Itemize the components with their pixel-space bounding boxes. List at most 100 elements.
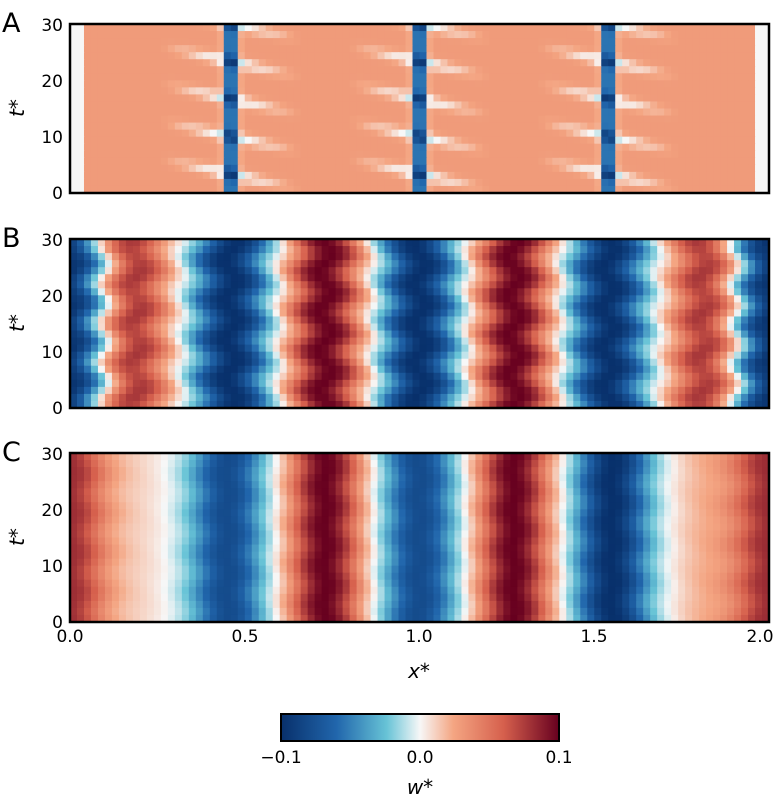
panel-b-cell (223, 267, 232, 275)
panel-b-cell (139, 246, 148, 254)
panel-b-cell (251, 302, 260, 311)
panel-b-cell (587, 393, 595, 402)
panel-a-cell (671, 108, 679, 117)
panel-b-cell (97, 253, 106, 261)
panel-b-cell (230, 358, 239, 367)
panel-b-cell (342, 400, 351, 408)
panel-b-cell (398, 253, 407, 261)
panel-a-cell (356, 108, 365, 117)
panel-b-cell (391, 400, 400, 408)
panel-a-cell (580, 136, 588, 145)
panel-b-cell (510, 295, 518, 303)
panel-b-cell (216, 302, 225, 311)
panel-b-cell (503, 246, 511, 254)
panel-b-cell (307, 323, 316, 332)
panel-b-cell (335, 379, 344, 388)
panel-a-cell (356, 150, 365, 159)
panel-a-cell (83, 136, 92, 145)
panel-b-cell (734, 302, 742, 311)
panel-b-cell (195, 239, 204, 247)
panel-a-cell (671, 73, 679, 81)
panel-b-cell (503, 295, 511, 303)
panel-b-cell (692, 372, 700, 381)
panel-b-cell (482, 260, 490, 268)
panel-b-cell (664, 330, 672, 339)
panel-a-cell (692, 66, 700, 74)
panel-b-cell (552, 330, 560, 339)
panel-a-cell (601, 80, 609, 88)
panel-b-cell (482, 302, 490, 311)
panel-b-cell (475, 379, 484, 388)
panel-b-cell (615, 295, 623, 303)
panel-a-cell (727, 171, 735, 180)
panel-a-cell (685, 66, 693, 74)
panel-a-cell (587, 129, 595, 138)
panel-b-cell (447, 239, 456, 247)
panel-b-cell (601, 295, 609, 303)
panel-b-cell (125, 337, 134, 346)
panel-a-cell (167, 87, 176, 96)
panel-a-cell (216, 171, 225, 180)
panel-b-cell (300, 379, 309, 388)
panel-b-cell (195, 386, 204, 395)
panel-b-cell (258, 379, 267, 388)
panel-a-cell (83, 122, 92, 131)
panel-b-cell (678, 316, 686, 325)
panel-a-cell (335, 178, 344, 187)
panel-a-cell (216, 185, 225, 193)
panel-b-cell (286, 302, 295, 311)
panel-a-cell (664, 185, 672, 193)
panel-a-cell (244, 164, 253, 173)
panel-a-cell (657, 59, 665, 67)
panel-b-cell (559, 309, 567, 318)
panel-a-cell (713, 122, 721, 131)
panel-b-cell (531, 358, 539, 367)
panel-b-cell (174, 372, 183, 381)
panel-a-cell (587, 87, 595, 96)
panel-b-cell (622, 274, 630, 282)
panel-b-cell (447, 323, 456, 332)
panel-a-cell (622, 157, 630, 166)
panel-b-cell (76, 309, 85, 318)
panel-b-cell (132, 253, 141, 261)
panel-a-cell (139, 66, 148, 74)
panel-a-cell (412, 31, 421, 39)
panel-b-cell (699, 330, 707, 339)
panel-a-cell (482, 45, 490, 53)
panel-a-cell (734, 24, 742, 32)
panel-a-cell (167, 31, 176, 39)
panel-b-cell (70, 260, 78, 268)
panel-b-cell (489, 267, 497, 275)
panel-a-cell (188, 157, 197, 166)
panel-a-cell (195, 164, 204, 173)
panel-a-cell (608, 66, 616, 74)
panel-b-cell (643, 246, 651, 254)
panel-a-cell (391, 94, 400, 103)
panel-a-cell (111, 87, 120, 96)
panel-a-cell (342, 164, 351, 173)
panel-b-cell (167, 246, 176, 254)
panel-b-cell (503, 274, 511, 282)
panel-b-cell (293, 246, 302, 254)
panel-a-cell (762, 31, 769, 39)
panel-b-cell (153, 400, 162, 408)
panel-b-cell (580, 358, 588, 367)
panel-a-cell (510, 38, 518, 46)
panel-a-cell (300, 108, 309, 117)
panel-b-cell (482, 323, 490, 332)
panel-a-cell (174, 31, 183, 39)
panel-b-cell (83, 386, 92, 395)
panel-b-cell (524, 337, 532, 346)
panel-a-cell (160, 157, 169, 166)
panel-b-cell (622, 281, 630, 289)
panel-a-cell (391, 157, 400, 166)
panel-b-cell (433, 344, 442, 353)
panel-a-cell (510, 24, 518, 32)
panel-c-cell (167, 453, 176, 461)
panel-b-cell (685, 274, 693, 282)
panel-a-cell (328, 108, 337, 117)
panel-a-cell (692, 45, 700, 53)
panel-a-cell (489, 66, 497, 74)
panel-a-cell (510, 171, 518, 180)
panel-b-cell (307, 239, 316, 247)
